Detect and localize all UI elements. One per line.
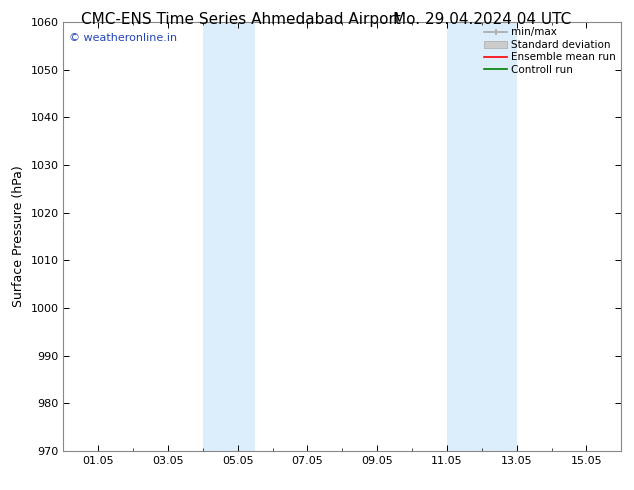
- Text: Mo. 29.04.2024 04 UTC: Mo. 29.04.2024 04 UTC: [392, 12, 571, 27]
- Bar: [203, 22, 255, 451]
- Text: CMC-ENS Time Series Ahmedabad Airport: CMC-ENS Time Series Ahmedabad Airport: [81, 12, 401, 27]
- Legend: min/max, Standard deviation, Ensemble mean run, Controll run: min/max, Standard deviation, Ensemble me…: [482, 25, 618, 77]
- Bar: [447, 22, 517, 451]
- Text: © weatheronline.in: © weatheronline.in: [69, 33, 177, 43]
- Y-axis label: Surface Pressure (hPa): Surface Pressure (hPa): [12, 166, 25, 307]
